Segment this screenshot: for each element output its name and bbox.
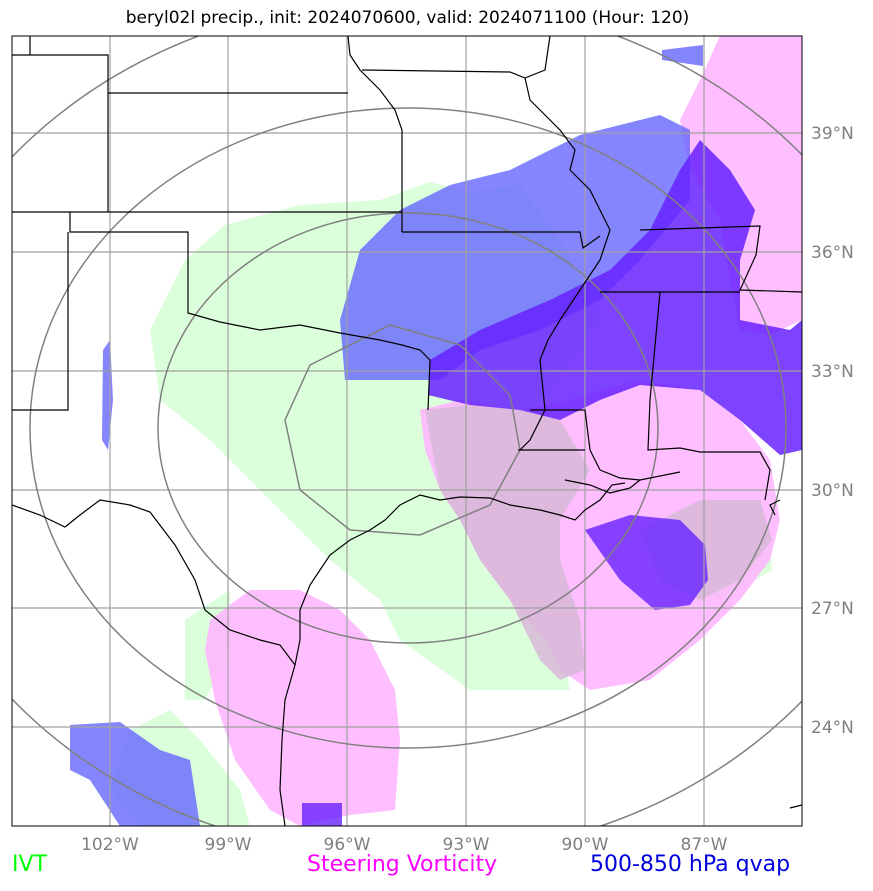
legend-steering-vorticity: Steering Vorticity <box>307 852 498 877</box>
lon-label-99w: 99°W <box>205 835 252 855</box>
lat-label-24n: 24°N <box>811 718 854 738</box>
lon-label-90w: 90°W <box>562 835 609 855</box>
legend-ivt: IVT <box>12 852 47 877</box>
lat-label-36n: 36°N <box>811 243 854 263</box>
legend-qvap: 500-850 hPa qvap <box>590 852 791 877</box>
qvap-dark-field <box>428 140 802 455</box>
boundaries <box>12 36 802 826</box>
map-area <box>12 36 802 826</box>
lat-label-33n: 33°N <box>811 362 854 382</box>
map-frame <box>11 35 803 827</box>
lat-label-27n: 27°N <box>811 599 854 619</box>
latitude-labels: 39°N 36°N 33°N 30°N 27°N 24°N <box>811 124 854 738</box>
lat-label-30n: 30°N <box>811 481 854 501</box>
qvap-field <box>70 45 708 826</box>
longitude-labels: 102°W 99°W 96°W 93°W 90°W 87°W <box>81 835 728 855</box>
lon-label-87w: 87°W <box>681 835 728 855</box>
lat-label-39n: 39°N <box>811 124 854 144</box>
map-title: beryl02l precip., init: 2024070600, vali… <box>125 8 690 28</box>
lon-label-93w: 93°W <box>443 835 490 855</box>
lon-label-96w: 96°W <box>324 835 371 855</box>
lon-label-102w: 102°W <box>81 835 139 855</box>
range-rings <box>12 36 802 826</box>
graticule <box>12 36 802 826</box>
